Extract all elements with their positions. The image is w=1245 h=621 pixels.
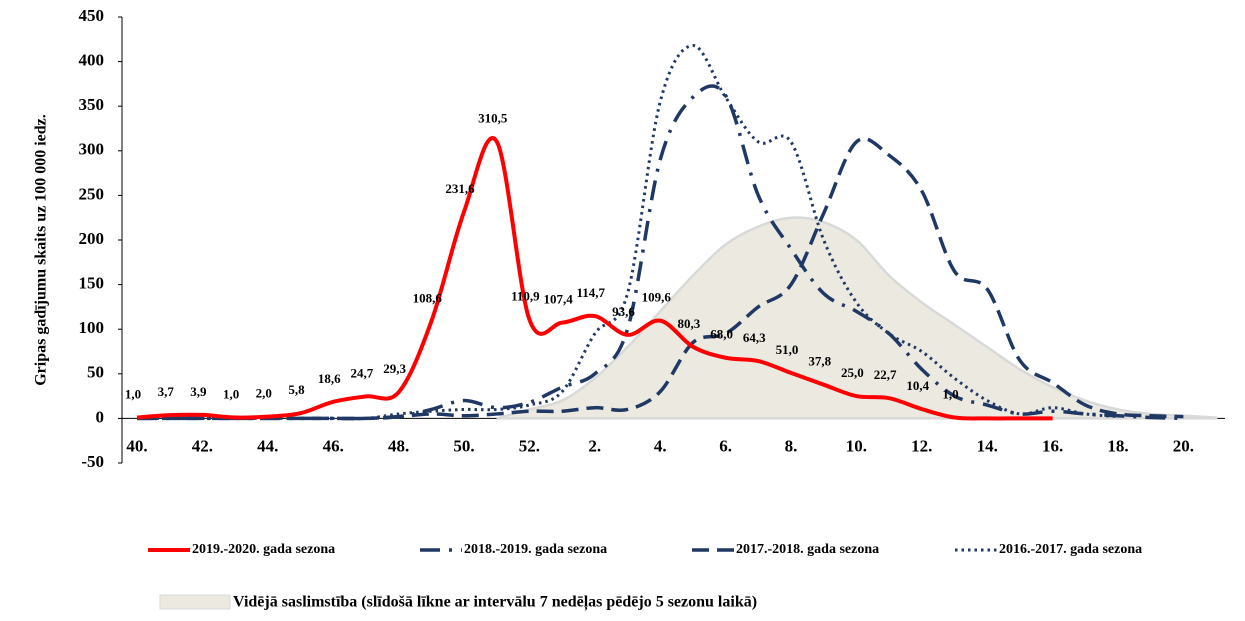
- legend-label: 2019.-2020. gada sezona: [192, 542, 335, 557]
- y-tick-label: -50: [81, 452, 104, 471]
- data-label: 80,3: [678, 316, 701, 331]
- x-tick-label: 8.: [785, 436, 798, 455]
- legend-label: 2017.-2018. gada sezona: [736, 542, 879, 557]
- series-line: [137, 84, 1184, 421]
- legend-label: 2018.-2019. gada sezona: [464, 542, 607, 557]
- data-label: 18,6: [318, 371, 341, 386]
- x-tick-label: 16.: [1042, 436, 1063, 455]
- y-tick-label: 350: [79, 95, 105, 114]
- y-tick-label: 400: [79, 51, 105, 70]
- y-tick-label: 300: [79, 140, 105, 159]
- x-tick-label: 50.: [453, 436, 474, 455]
- legend-label: Vidējā saslimstība (slīdošā līkne ar int…: [233, 594, 757, 612]
- legend-swatch: [159, 594, 231, 610]
- data-label: 108,6: [413, 291, 443, 306]
- data-label: 51,0: [776, 342, 799, 357]
- series-line: [136, 136, 1053, 421]
- x-tick-label: 12.: [911, 436, 932, 455]
- y-tick-label: 0: [96, 407, 105, 426]
- data-label: 107,4: [543, 292, 573, 307]
- y-tick-label: 50: [87, 363, 104, 382]
- data-label: 37,8: [808, 354, 831, 369]
- data-label: 1,0: [942, 386, 958, 401]
- data-label: 22,7: [874, 367, 897, 382]
- data-label: 3,9: [190, 384, 207, 399]
- x-tick-label: 2.: [588, 436, 601, 455]
- x-tick-label: 18.: [1107, 436, 1128, 455]
- data-label: 93,6: [612, 304, 635, 319]
- data-label: 231,6: [445, 181, 475, 196]
- y-tick-label: 100: [79, 318, 105, 337]
- series-line: [137, 44, 1119, 421]
- data-label: 24,7: [351, 365, 374, 380]
- y-tick-label: 150: [79, 274, 105, 293]
- legend-label: 2016.-2017. gada sezona: [999, 542, 1142, 557]
- data-label: 10,4: [906, 378, 929, 393]
- x-tick-label: 44.: [257, 436, 278, 455]
- data-label: 5,8: [288, 382, 305, 397]
- data-label: 29,3: [383, 361, 406, 376]
- data-label: 310,5: [478, 110, 508, 125]
- y-tick-label: 200: [79, 229, 105, 248]
- data-label: 1,0: [125, 386, 141, 401]
- x-tick-label: 40.: [126, 436, 147, 455]
- data-label: 114,7: [577, 285, 606, 300]
- y-tick-label: 450: [79, 6, 105, 25]
- x-tick-label: 42.: [192, 436, 213, 455]
- data-label: 1,0: [223, 386, 239, 401]
- x-tick-label: 10.: [846, 436, 867, 455]
- x-tick-label: 6.: [719, 436, 732, 455]
- x-tick-label: 4.: [654, 436, 667, 455]
- x-tick-label: 48.: [388, 436, 409, 455]
- data-label: 25,0: [841, 365, 864, 380]
- x-tick-label: 52.: [519, 436, 540, 455]
- x-tick-label: 14.: [977, 436, 998, 455]
- data-label: 64,3: [743, 330, 766, 345]
- y-tick-label: 250: [79, 184, 105, 203]
- x-tick-label: 20.: [1173, 436, 1194, 455]
- data-label: 3,7: [158, 384, 175, 399]
- data-label: 68,0: [710, 327, 733, 342]
- x-tick-label: 46.: [323, 436, 344, 455]
- y-axis-title: Gripas gadījumu skaits uz 100 000 iedz.: [33, 114, 50, 386]
- average-area: [496, 216, 1218, 420]
- data-label: 109,6: [642, 290, 672, 305]
- data-label: 110,9: [511, 288, 540, 303]
- data-label: 2,0: [256, 386, 272, 401]
